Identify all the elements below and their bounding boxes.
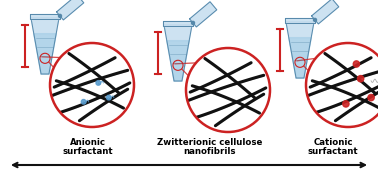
Circle shape	[59, 14, 62, 17]
Circle shape	[358, 76, 364, 82]
Circle shape	[353, 61, 359, 67]
Text: surfactant: surfactant	[308, 147, 358, 156]
Circle shape	[96, 81, 101, 85]
Polygon shape	[167, 41, 189, 81]
Circle shape	[186, 48, 270, 132]
Circle shape	[81, 99, 86, 104]
Polygon shape	[163, 21, 193, 26]
Text: surfactant: surfactant	[63, 147, 113, 156]
Polygon shape	[190, 2, 217, 27]
Circle shape	[306, 43, 378, 127]
Polygon shape	[286, 22, 314, 78]
Text: Anionic: Anionic	[70, 138, 106, 147]
Polygon shape	[311, 0, 339, 24]
Polygon shape	[30, 14, 60, 19]
Circle shape	[343, 101, 349, 107]
Polygon shape	[34, 34, 56, 74]
Text: Cationic: Cationic	[313, 138, 353, 147]
Circle shape	[107, 95, 111, 100]
Circle shape	[192, 21, 195, 24]
Circle shape	[50, 43, 134, 127]
Polygon shape	[31, 18, 59, 74]
Circle shape	[368, 94, 374, 101]
Circle shape	[313, 18, 316, 21]
Text: nanofibrils: nanofibrils	[184, 147, 236, 156]
Text: Zwitterionic cellulose: Zwitterionic cellulose	[157, 138, 263, 147]
Polygon shape	[57, 0, 84, 20]
Polygon shape	[289, 38, 311, 78]
Polygon shape	[285, 18, 315, 23]
Polygon shape	[164, 25, 192, 81]
